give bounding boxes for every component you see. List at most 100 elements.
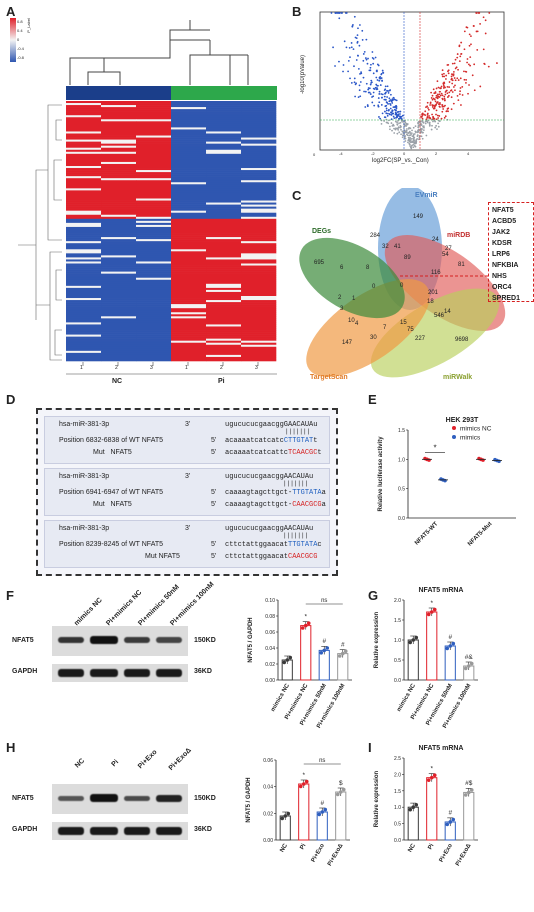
- data-point: [414, 635, 419, 640]
- heat-cell: [206, 222, 242, 226]
- heat-cell: [241, 247, 277, 250]
- volcano-point: [430, 97, 433, 99]
- volcano-point: [334, 65, 336, 67]
- heat-cell: [136, 135, 172, 138]
- heat-cell: [171, 159, 207, 163]
- volcano-point: [453, 62, 456, 65]
- heat-cell: [101, 147, 137, 151]
- heat-cell: [101, 352, 137, 356]
- band: [90, 636, 118, 644]
- mut-label: Mut NFAT5: [93, 449, 132, 456]
- volcano-point: [409, 134, 411, 137]
- heat-cell: [136, 241, 172, 244]
- heat-cell: [66, 235, 102, 238]
- heat-cell: [66, 328, 102, 331]
- heat-cell: [101, 237, 137, 240]
- heat-cell: [66, 186, 102, 189]
- heat-cell: [241, 334, 277, 337]
- volcano-point: [441, 104, 444, 106]
- heat-cell: [66, 334, 102, 337]
- heat-cell: [136, 194, 172, 197]
- heat-cell: [101, 161, 137, 165]
- volcano-point: [410, 147, 413, 150]
- heat-cell: [136, 304, 172, 307]
- heat-cell: [101, 358, 137, 362]
- y-tick-label: 0.06: [263, 758, 273, 764]
- volcano-point: [342, 70, 344, 73]
- volcano-point: [357, 67, 360, 70]
- volcano-point: [383, 95, 386, 98]
- heat-cell: [171, 251, 207, 254]
- volcano-point: [488, 12, 491, 14]
- heat-cell: [206, 312, 242, 315]
- heat-cell: [136, 342, 172, 346]
- volcano-point: [414, 125, 417, 128]
- heat-cell: [136, 212, 172, 216]
- heat-cell: [241, 352, 277, 356]
- volcano-point: [417, 120, 420, 123]
- heat-cell: [66, 216, 102, 220]
- heat-cell: [66, 170, 102, 173]
- heat-cell: [136, 220, 172, 224]
- y-tick-label: 0.04: [263, 785, 273, 791]
- heat-cell: [136, 139, 172, 142]
- venn-set-label: EVmiR: [415, 192, 438, 199]
- heat-cell: [101, 267, 137, 270]
- heat-cell: [241, 289, 277, 293]
- volcano-point: [330, 12, 333, 14]
- heat-cell: [206, 176, 242, 179]
- heat-cell: [206, 350, 242, 354]
- heat-cell: [66, 354, 102, 358]
- volcano-point: [349, 56, 351, 59]
- heat-cell: [136, 200, 172, 203]
- volcano-point: [470, 35, 472, 38]
- heat-cell: [206, 261, 242, 264]
- band: [58, 669, 84, 677]
- volcano-point: [410, 132, 413, 135]
- volcano-point: [384, 110, 386, 113]
- heat-cell: [241, 308, 277, 311]
- heat-cell: [241, 196, 277, 199]
- volcano-point: [407, 136, 410, 139]
- venn-count: 0: [372, 284, 376, 290]
- y-tick-label: 1.5: [398, 428, 405, 434]
- volcano-point: [369, 66, 372, 69]
- legend-tick: 0: [17, 37, 20, 42]
- heat-cell: [136, 129, 172, 132]
- heat-cell: [241, 263, 277, 266]
- heat-cell: [66, 304, 102, 307]
- sample-label: 1: [80, 365, 83, 371]
- significance-mark: #&: [465, 654, 474, 661]
- heat-cell: [66, 253, 102, 256]
- seq-flank: acaaaatcatcattc: [225, 449, 289, 457]
- heat-cell: [171, 275, 207, 279]
- heat-cell: [101, 198, 137, 201]
- volcano-point: [457, 99, 460, 102]
- heat-cell: [241, 312, 277, 315]
- volcano-point: [473, 89, 476, 92]
- data-point: [443, 478, 447, 483]
- heat-cell: [136, 291, 172, 295]
- volcano-point: [440, 117, 443, 120]
- heat-cell: [206, 324, 242, 327]
- heat-cell: [171, 216, 207, 220]
- volcano-point: [399, 110, 402, 113]
- heat-cell: [101, 157, 137, 161]
- heat-cell: [206, 196, 242, 199]
- heat-cell: [171, 326, 207, 329]
- volcano-point: [411, 129, 413, 132]
- group-bar-nc: [66, 86, 171, 100]
- significance-mark: #: [322, 638, 326, 645]
- heat-cell: [66, 265, 102, 268]
- heat-cell: [136, 356, 172, 360]
- volcano-point: [367, 57, 369, 60]
- heat-cell: [66, 190, 102, 193]
- heat-cell: [66, 218, 102, 222]
- heat-cell: [171, 210, 207, 214]
- end-label: 5': [211, 489, 217, 496]
- heat-cell: [171, 139, 207, 142]
- volcano-point: [435, 124, 438, 127]
- heat-cell: [136, 202, 172, 205]
- heat-cell: [101, 312, 137, 315]
- heat-cell: [241, 273, 277, 276]
